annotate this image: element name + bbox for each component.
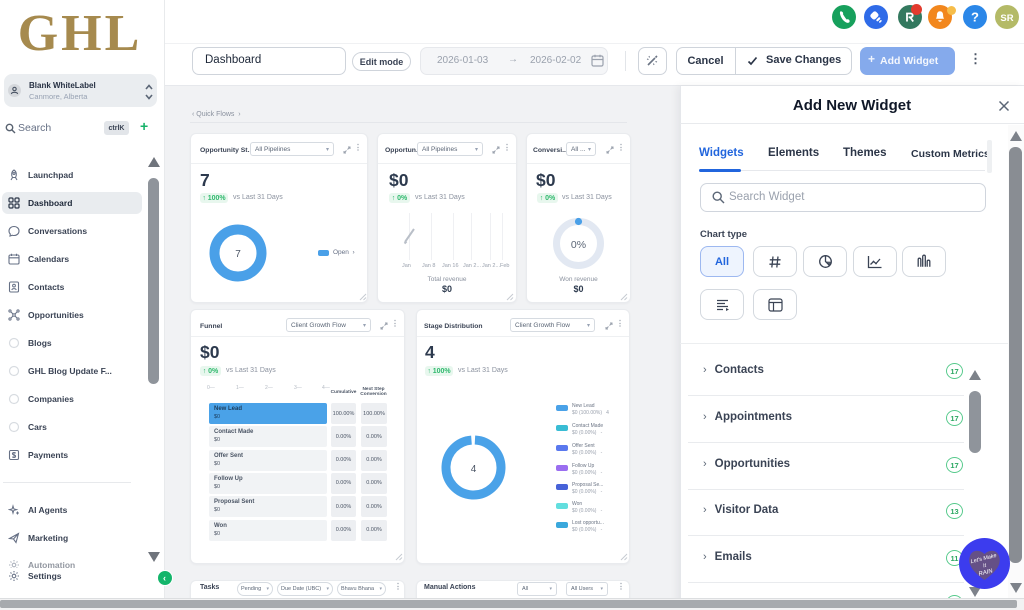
svg-text:It: It [983,563,988,570]
svg-text:7: 7 [235,249,241,260]
svg-text:RAIN: RAIN [978,568,994,577]
svg-text:SR: SR [1000,13,1013,24]
svg-text:?: ? [971,10,979,25]
svg-text:4: 4 [471,464,477,475]
svg-text:0%: 0% [571,239,586,251]
